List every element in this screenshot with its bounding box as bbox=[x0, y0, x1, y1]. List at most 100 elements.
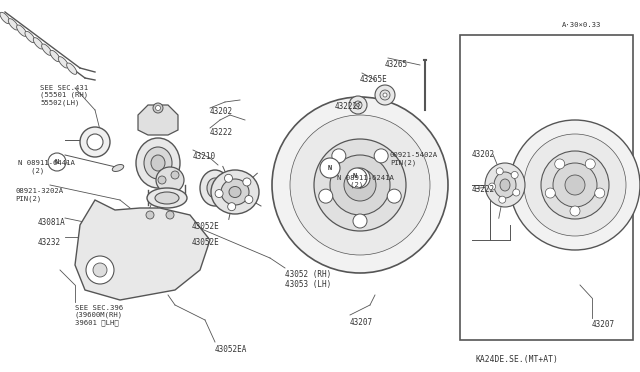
Circle shape bbox=[158, 176, 166, 184]
Circle shape bbox=[555, 159, 564, 169]
Ellipse shape bbox=[8, 19, 19, 30]
Circle shape bbox=[330, 155, 390, 215]
Ellipse shape bbox=[200, 170, 230, 206]
Circle shape bbox=[350, 168, 370, 188]
Circle shape bbox=[344, 169, 376, 201]
Circle shape bbox=[510, 120, 640, 250]
Text: 43222: 43222 bbox=[472, 185, 495, 194]
Circle shape bbox=[146, 211, 154, 219]
Circle shape bbox=[215, 190, 223, 198]
Circle shape bbox=[228, 203, 236, 211]
Text: 43232: 43232 bbox=[38, 238, 61, 247]
Ellipse shape bbox=[356, 103, 360, 106]
Circle shape bbox=[243, 178, 251, 186]
Circle shape bbox=[387, 189, 401, 203]
Circle shape bbox=[156, 106, 161, 110]
Text: N 08911-6441A
   (2): N 08911-6441A (2) bbox=[18, 160, 75, 173]
Text: 43052EA: 43052EA bbox=[215, 345, 248, 354]
Circle shape bbox=[499, 196, 506, 203]
Circle shape bbox=[565, 175, 585, 195]
Ellipse shape bbox=[500, 179, 510, 191]
Text: 43265: 43265 bbox=[385, 60, 408, 69]
Circle shape bbox=[570, 206, 580, 216]
Circle shape bbox=[586, 159, 595, 169]
Circle shape bbox=[347, 168, 367, 188]
Circle shape bbox=[541, 151, 609, 219]
Text: 43207: 43207 bbox=[350, 318, 373, 327]
Text: 43081A: 43081A bbox=[38, 218, 66, 227]
Ellipse shape bbox=[229, 186, 241, 198]
Ellipse shape bbox=[155, 192, 179, 204]
Ellipse shape bbox=[58, 57, 68, 68]
Text: 08921-3202A
PIN(2): 08921-3202A PIN(2) bbox=[15, 188, 63, 202]
Circle shape bbox=[553, 163, 597, 207]
Polygon shape bbox=[75, 200, 210, 300]
Text: 43052E: 43052E bbox=[192, 238, 220, 247]
Bar bbox=[460, 35, 633, 340]
Text: 43052 (RH)
43053 (LH): 43052 (RH) 43053 (LH) bbox=[285, 270, 332, 289]
Polygon shape bbox=[138, 105, 178, 135]
Ellipse shape bbox=[25, 31, 35, 43]
Ellipse shape bbox=[156, 167, 184, 193]
Text: 43222C: 43222C bbox=[335, 102, 363, 111]
Circle shape bbox=[245, 196, 253, 203]
Ellipse shape bbox=[112, 164, 124, 171]
Circle shape bbox=[314, 139, 406, 231]
Circle shape bbox=[353, 214, 367, 228]
Circle shape bbox=[513, 189, 520, 196]
Circle shape bbox=[153, 103, 163, 113]
Ellipse shape bbox=[211, 170, 259, 214]
Ellipse shape bbox=[67, 63, 77, 74]
Circle shape bbox=[488, 183, 495, 190]
Text: 00921-5402A
PIN(2): 00921-5402A PIN(2) bbox=[390, 152, 438, 166]
Circle shape bbox=[524, 134, 626, 236]
Circle shape bbox=[332, 149, 346, 163]
Text: 43202: 43202 bbox=[210, 107, 233, 116]
Ellipse shape bbox=[50, 50, 60, 62]
Text: 43210: 43210 bbox=[193, 152, 216, 161]
Circle shape bbox=[320, 158, 340, 178]
Circle shape bbox=[166, 211, 174, 219]
Circle shape bbox=[290, 115, 430, 255]
Text: SEE SEC.396
(39600M(RH)
39601 〈LH〉: SEE SEC.396 (39600M(RH) 39601 〈LH〉 bbox=[75, 305, 123, 326]
Circle shape bbox=[595, 188, 605, 198]
Ellipse shape bbox=[221, 179, 249, 205]
Circle shape bbox=[496, 168, 503, 175]
Ellipse shape bbox=[207, 178, 223, 198]
Circle shape bbox=[171, 171, 179, 179]
Ellipse shape bbox=[87, 134, 103, 150]
Ellipse shape bbox=[42, 44, 52, 55]
Text: 43202: 43202 bbox=[472, 150, 495, 159]
Text: SEE SEC.431
(55501 (RH)
55502(LH): SEE SEC.431 (55501 (RH) 55502(LH) bbox=[40, 85, 88, 106]
Circle shape bbox=[48, 153, 66, 171]
Ellipse shape bbox=[354, 101, 362, 109]
Circle shape bbox=[511, 171, 518, 179]
Ellipse shape bbox=[136, 138, 180, 188]
Ellipse shape bbox=[17, 25, 27, 36]
Ellipse shape bbox=[147, 188, 187, 208]
Text: A·30×0.33: A·30×0.33 bbox=[562, 22, 602, 28]
Circle shape bbox=[319, 189, 333, 203]
Circle shape bbox=[86, 256, 114, 284]
Ellipse shape bbox=[144, 147, 172, 179]
Ellipse shape bbox=[375, 85, 395, 105]
Ellipse shape bbox=[383, 93, 387, 97]
Text: N: N bbox=[353, 173, 357, 179]
Circle shape bbox=[272, 97, 448, 273]
Text: N: N bbox=[328, 165, 332, 171]
Text: 43207: 43207 bbox=[592, 320, 615, 329]
Circle shape bbox=[93, 263, 107, 277]
Ellipse shape bbox=[33, 38, 44, 49]
Text: 43222: 43222 bbox=[210, 128, 233, 137]
Circle shape bbox=[374, 149, 388, 163]
Text: KA24DE.SE.(MT+AT): KA24DE.SE.(MT+AT) bbox=[476, 355, 559, 364]
Ellipse shape bbox=[494, 172, 516, 198]
Ellipse shape bbox=[380, 90, 390, 100]
Text: 43052E: 43052E bbox=[192, 222, 220, 231]
Ellipse shape bbox=[80, 127, 110, 157]
Text: N: N bbox=[55, 159, 59, 165]
Ellipse shape bbox=[485, 163, 525, 207]
Circle shape bbox=[225, 174, 232, 182]
Ellipse shape bbox=[0, 12, 10, 24]
Ellipse shape bbox=[151, 155, 165, 171]
